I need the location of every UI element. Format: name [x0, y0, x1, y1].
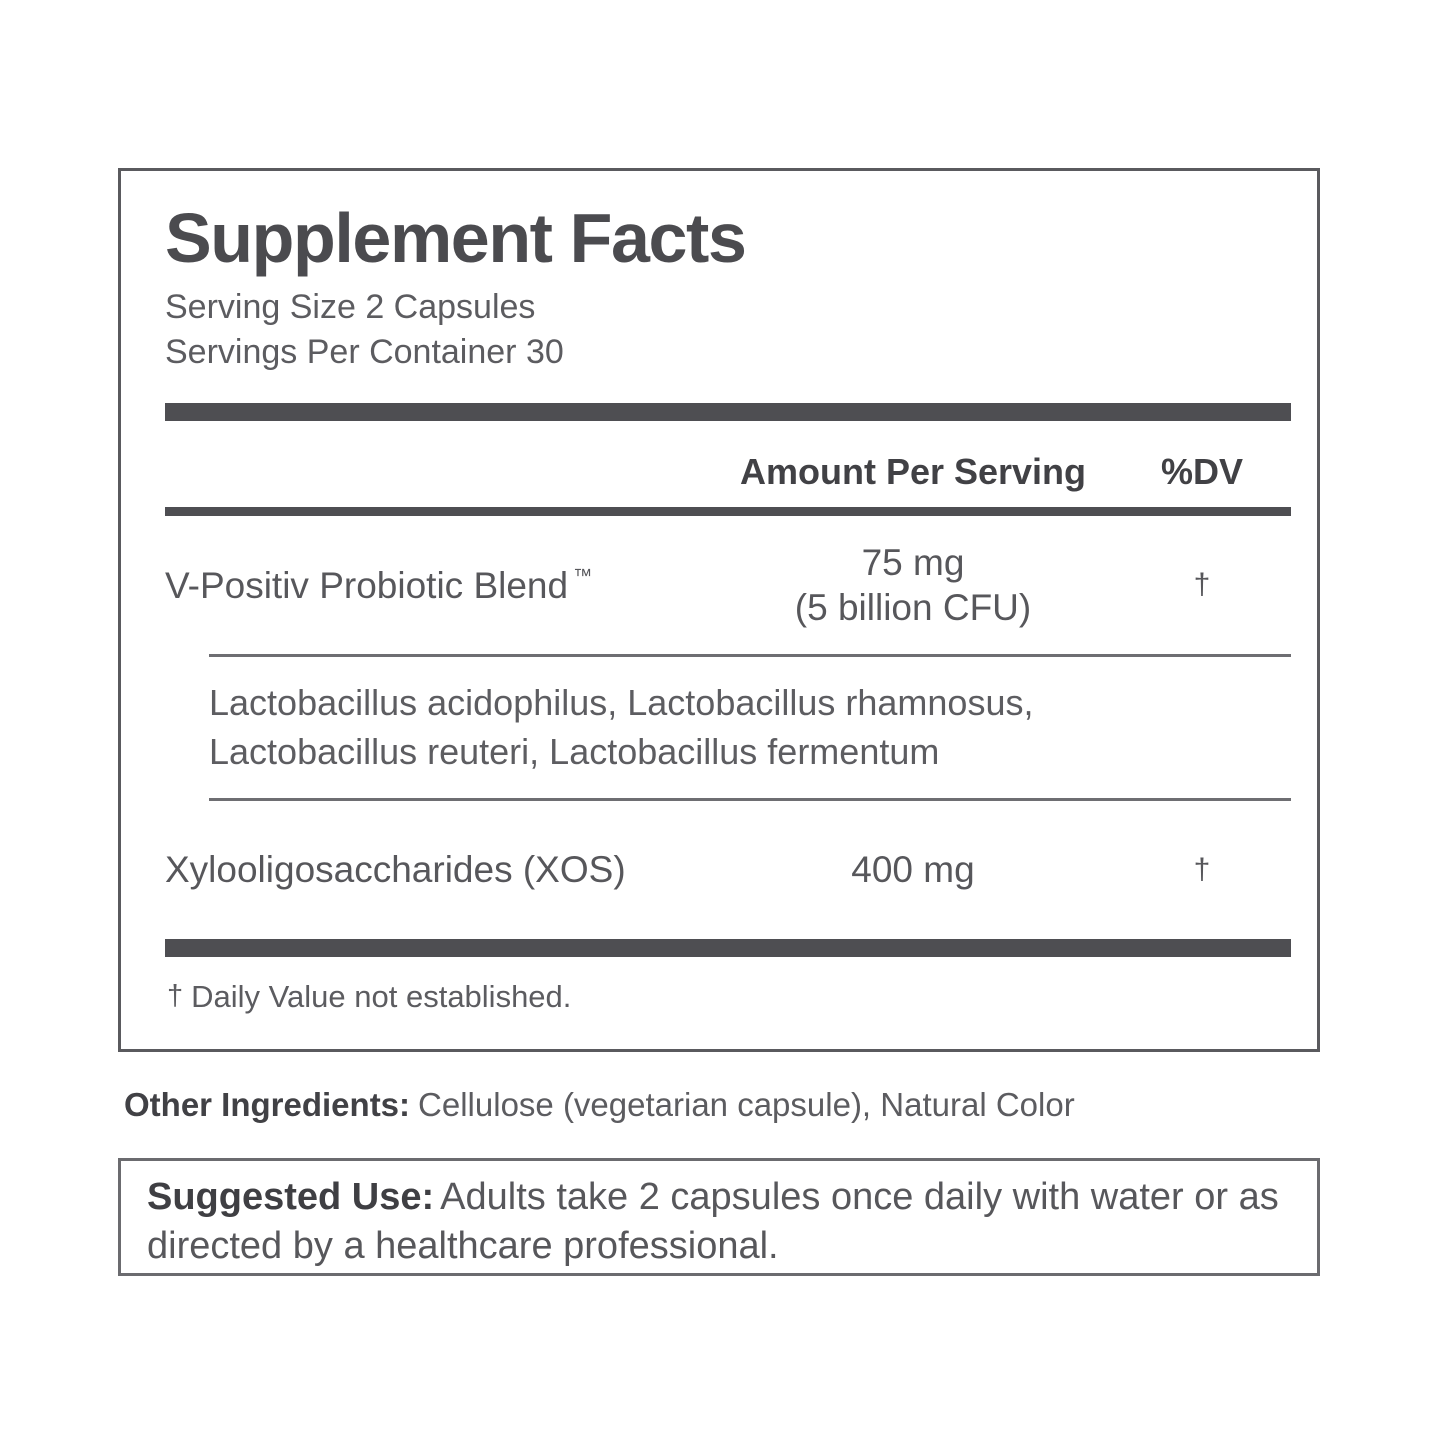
blend-strain-list: Lactobacillus acidophilus, Lactobacillus…: [165, 657, 1291, 797]
suggested-use-box: Suggested Use: Adults take 2 capsules onc…: [118, 1158, 1320, 1276]
rule-thin-above-strains: [209, 654, 1291, 658]
table-header-row: Amount Per Serving %DV: [165, 421, 1291, 507]
dagger-icon: †: [167, 979, 184, 1012]
column-header-amount: Amount Per Serving: [739, 451, 1087, 493]
rule-thin-below-strains: [209, 797, 1291, 801]
servings-per-container: Servings Per Container 30: [165, 333, 564, 372]
suggested-use-line1: Adults take 2 capsules once daily with: [440, 1176, 1081, 1218]
ingredient-dv: †: [1193, 568, 1211, 602]
ingredient-amount: 75 mg (5 billion CFU): [713, 540, 1113, 630]
ingredient-amount-primary: 75 mg: [861, 542, 965, 584]
spacer: [165, 375, 1291, 403]
ingredient-name: V-Positiv Probiotic Blend ™: [165, 564, 713, 608]
column-header-dv: %DV: [1160, 451, 1244, 493]
ingredient-amount-primary: 400 mg: [851, 849, 975, 891]
rule-thick-top: [165, 403, 1291, 422]
ingredient-amount-secondary: (5 billion CFU): [794, 587, 1032, 629]
ingredient-amount: 400 mg: [713, 847, 1113, 892]
ingredient-name-text: V-Positiv Probiotic Blend: [165, 564, 569, 606]
trademark-icon: ™: [573, 565, 593, 587]
blend-strain-line: Lactobacillus reuteri, Lactobacillus fer…: [209, 730, 940, 772]
table-row: V-Positiv Probiotic Blend ™ 75 mg (5 bill…: [165, 516, 1291, 654]
rule-thick-bottom: [165, 938, 1291, 957]
ingredient-name: Xylooligosaccharides (XOS): [165, 849, 626, 891]
supplement-facts-panel: Supplement Facts Serving Size 2 Capsules…: [118, 168, 1320, 1052]
footnote: † Daily Value not established.: [165, 957, 1291, 1015]
rule-medium-under-header: [165, 507, 1291, 517]
serving-info: Serving Size 2 Capsules Servings Per Con…: [165, 273, 1291, 375]
other-ingredients-value: Cellulose (vegetarian capsule), Natural …: [418, 1086, 1075, 1123]
serving-size: Serving Size 2 Capsules: [165, 288, 536, 326]
suggested-use-label: Suggested Use:: [147, 1176, 435, 1218]
ingredient-dv: †: [1193, 852, 1211, 886]
suggested-use-line2: water or as directed by a healthcare pro…: [147, 1176, 1279, 1267]
suggested-use-text: Suggested Use: Adults take 2 capsules onc…: [147, 1173, 1295, 1270]
footnote-text: Daily Value not established.: [191, 978, 572, 1014]
table-row: Xylooligosaccharides (XOS) 400 mg †: [165, 801, 1291, 939]
other-ingredients-label: Other Ingredients:: [124, 1086, 411, 1123]
supplement-facts-inner: Supplement Facts Serving Size 2 Capsules…: [121, 171, 1317, 1049]
page-title: Supplement Facts: [165, 199, 747, 277]
blend-strain-line: Lactobacillus acidophilus, Lactobacillus…: [209, 682, 1034, 724]
other-ingredients: Other Ingredients: Cellulose (vegetarian …: [124, 1086, 1354, 1124]
